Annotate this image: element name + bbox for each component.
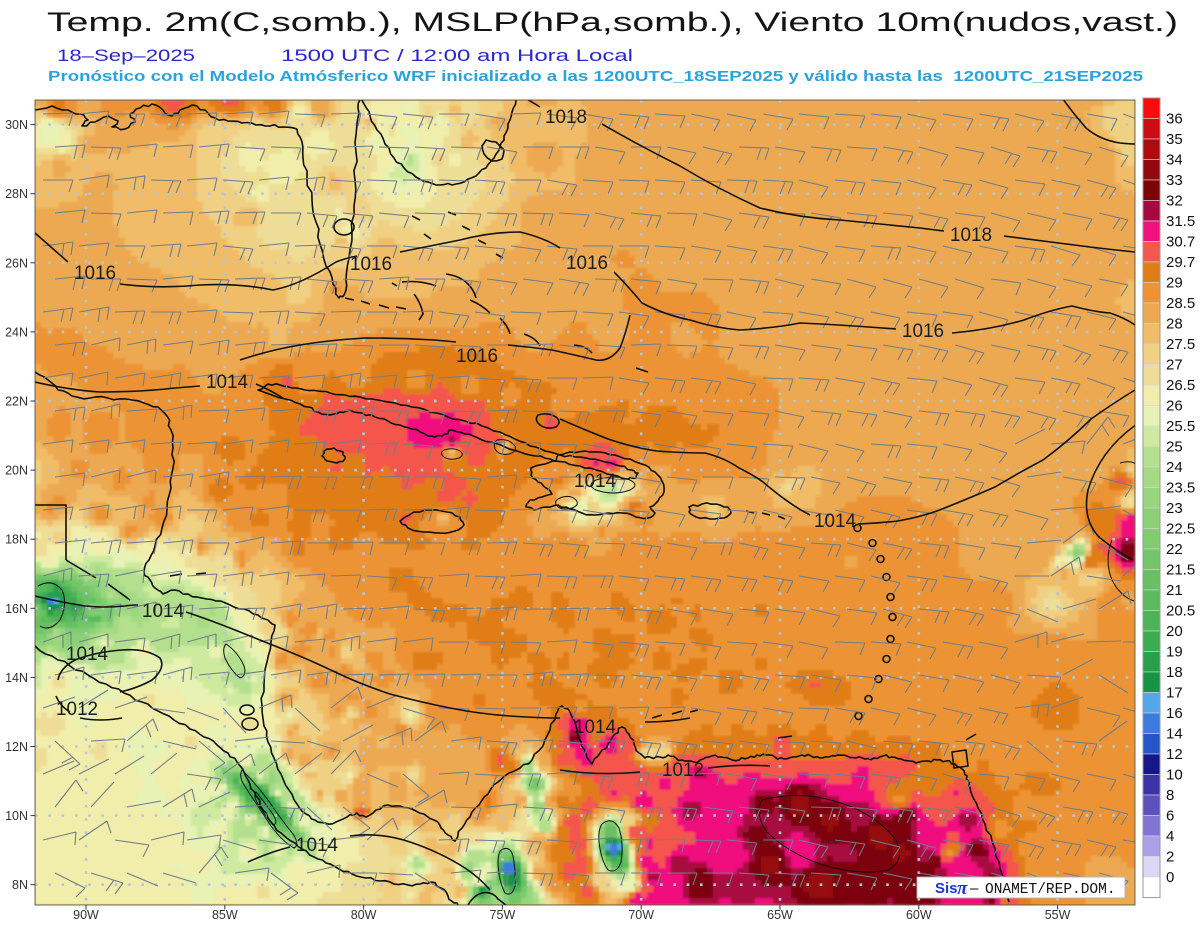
- svg-text:19: 19: [1166, 644, 1183, 661]
- svg-text:17: 17: [1166, 685, 1183, 702]
- svg-text:24: 24: [1166, 459, 1183, 476]
- svg-text:1014: 1014: [574, 717, 616, 738]
- svg-text:31.5: 31.5: [1166, 213, 1195, 230]
- svg-text:1016: 1016: [350, 254, 392, 275]
- svg-text:ONAMET/REP.DOM.: ONAMET/REP.DOM.: [985, 882, 1116, 898]
- svg-text:25.5: 25.5: [1166, 418, 1195, 435]
- svg-text:22.5: 22.5: [1166, 521, 1195, 538]
- svg-text:1016: 1016: [456, 346, 498, 367]
- svg-text:23: 23: [1166, 500, 1183, 517]
- svg-text:28.5: 28.5: [1166, 295, 1195, 312]
- svg-text:30N: 30N: [5, 118, 28, 132]
- svg-text:26.5: 26.5: [1166, 377, 1195, 394]
- svg-text:12N: 12N: [5, 740, 28, 754]
- svg-text:8N: 8N: [12, 878, 28, 892]
- svg-text:1500 UTC / 12:00 am Hora Local: 1500 UTC / 12:00 am Hora Local: [281, 46, 633, 65]
- svg-text:70W: 70W: [628, 908, 654, 922]
- svg-text:22: 22: [1166, 541, 1183, 558]
- svg-text:85W: 85W: [212, 908, 238, 922]
- svg-text:20: 20: [1166, 623, 1183, 640]
- svg-text:12: 12: [1166, 746, 1183, 763]
- svg-text:4: 4: [1166, 828, 1174, 845]
- svg-text:1018: 1018: [545, 107, 587, 128]
- svg-text:25: 25: [1166, 439, 1183, 456]
- svg-text:36: 36: [1166, 111, 1183, 128]
- svg-text:18N: 18N: [5, 533, 28, 547]
- svg-text:26N: 26N: [5, 256, 28, 270]
- svg-text:22N: 22N: [5, 395, 28, 409]
- svg-text:26: 26: [1166, 398, 1183, 415]
- svg-text:14N: 14N: [5, 671, 28, 685]
- svg-text:1014: 1014: [296, 835, 338, 856]
- svg-text:10: 10: [1166, 767, 1183, 784]
- svg-text:1016: 1016: [902, 321, 944, 342]
- svg-text:32: 32: [1166, 193, 1183, 210]
- svg-text:8: 8: [1166, 787, 1174, 804]
- svg-text:14: 14: [1166, 726, 1183, 743]
- svg-text:1014: 1014: [66, 644, 108, 665]
- svg-text:21.5: 21.5: [1166, 562, 1195, 579]
- svg-text:1016: 1016: [566, 253, 608, 274]
- svg-text:1014: 1014: [142, 601, 184, 622]
- svg-text:27.5: 27.5: [1166, 336, 1195, 353]
- svg-text:90W: 90W: [73, 908, 99, 922]
- svg-text:–: –: [970, 880, 979, 897]
- svg-text:28: 28: [1166, 316, 1183, 333]
- svg-text:28N: 28N: [5, 187, 28, 201]
- svg-text:10N: 10N: [5, 809, 28, 823]
- svg-text:6: 6: [1166, 808, 1174, 825]
- svg-text:18–Sep–2025: 18–Sep–2025: [57, 46, 195, 65]
- svg-text:80W: 80W: [351, 908, 377, 922]
- svg-text:16: 16: [1166, 705, 1183, 722]
- svg-text:1018: 1018: [950, 225, 992, 246]
- svg-text:Temp. 2m(C,somb.), MSLP(hPa,so: Temp. 2m(C,somb.), MSLP(hPa,somb.), Vien…: [47, 7, 1178, 37]
- svg-text:60W: 60W: [906, 908, 932, 922]
- svg-text:16N: 16N: [5, 602, 28, 616]
- svg-text:75W: 75W: [490, 908, 516, 922]
- svg-text:20.5: 20.5: [1166, 603, 1195, 620]
- svg-text:Sis: Sis: [935, 880, 958, 897]
- svg-text:23.5: 23.5: [1166, 480, 1195, 497]
- svg-text:1014: 1014: [574, 471, 616, 492]
- svg-text:π: π: [957, 878, 968, 899]
- svg-text:21: 21: [1166, 582, 1183, 599]
- svg-text:30.7: 30.7: [1166, 234, 1195, 251]
- svg-text:1012: 1012: [662, 760, 704, 781]
- svg-text:34: 34: [1166, 152, 1183, 169]
- svg-text:65W: 65W: [767, 908, 793, 922]
- svg-text:29.7: 29.7: [1166, 254, 1195, 271]
- svg-text:55W: 55W: [1045, 908, 1071, 922]
- svg-text:29: 29: [1166, 275, 1183, 292]
- svg-text:1012: 1012: [56, 699, 98, 720]
- svg-text:1014: 1014: [206, 372, 248, 393]
- svg-text:27: 27: [1166, 357, 1183, 374]
- svg-text:24N: 24N: [5, 325, 28, 339]
- svg-text:2: 2: [1166, 849, 1174, 866]
- svg-text:0: 0: [1166, 869, 1174, 886]
- svg-text:18: 18: [1166, 664, 1183, 681]
- svg-text:35: 35: [1166, 131, 1183, 148]
- svg-text:20N: 20N: [5, 464, 28, 478]
- svg-text:1014: 1014: [814, 511, 856, 532]
- svg-text:33: 33: [1166, 172, 1183, 189]
- svg-text:Pronóstico con el Modelo Atmós: Pronóstico con el Modelo Atmósferico WRF…: [48, 68, 1143, 85]
- svg-text:1016: 1016: [74, 263, 116, 284]
